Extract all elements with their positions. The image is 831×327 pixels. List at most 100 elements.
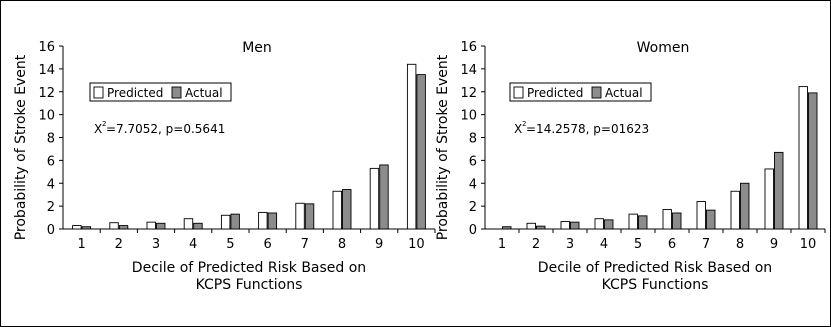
bar-actual-decile-4 (193, 222, 203, 230)
bar-predicted-decile-8 (730, 190, 740, 230)
x-tick-label: 9 (770, 237, 778, 252)
y-axis-label: Probability of Stroke Event (13, 54, 29, 240)
legend-label-actual: Actual (605, 86, 643, 100)
y-tick-label: 2 (47, 200, 55, 215)
bar-predicted-decile-6 (662, 209, 672, 230)
bar-actual-decile-10 (808, 92, 818, 230)
legend-label-predicted: Predicted (527, 86, 583, 100)
y-axis-label: Probability of Stroke Event (435, 54, 451, 240)
bar-predicted-decile-10 (798, 86, 808, 230)
y-tick-label: 10 (460, 109, 477, 124)
bar-predicted-decile-9 (369, 167, 380, 230)
bar-actual-decile-10 (416, 74, 426, 230)
x-axis-label-line-2: KCPS Functions (602, 277, 709, 293)
legend-swatch-actual (171, 86, 182, 99)
stat-annotation: =7.7052, p=0.5641 (106, 122, 225, 136)
bar-predicted-decile-9 (764, 168, 774, 230)
bar-actual-decile-8 (342, 189, 352, 230)
bar-actual-decile-1 (81, 226, 92, 230)
bar-actual-decile-8 (740, 182, 750, 230)
legend-label-predicted: Predicted (107, 86, 163, 100)
bar-actual-decile-3 (156, 222, 166, 230)
y-tick-label: 8 (469, 132, 477, 147)
y-tick-label: 14 (38, 63, 55, 78)
bar-predicted-decile-7 (696, 201, 706, 230)
bar-actual-decile-4 (604, 219, 614, 230)
bar-actual-decile-3 (570, 221, 580, 230)
bar-actual-decile-5 (638, 215, 648, 230)
y-tick-label: 0 (469, 223, 477, 238)
x-tick-label: 4 (600, 237, 608, 252)
y-tick-label: 16 (460, 40, 477, 55)
bar-actual-decile-2 (118, 225, 129, 230)
x-tick-label: 8 (736, 237, 744, 252)
bar-predicted-decile-8 (332, 190, 342, 230)
x-tick-label: 7 (301, 237, 309, 252)
x-tick-label: 6 (263, 237, 271, 252)
bar-actual-decile-7 (304, 203, 315, 230)
x-tick-label: 5 (226, 237, 234, 252)
y-tick-label: 0 (47, 223, 55, 238)
y-tick-label: 4 (47, 177, 55, 192)
bar-predicted-decile-7 (295, 202, 305, 230)
x-tick-label: 8 (338, 237, 346, 252)
bar-predicted-decile-4 (183, 218, 194, 230)
x-tick-label: 4 (189, 237, 197, 252)
y-tick-label: 16 (38, 40, 55, 55)
y-tick-label: 4 (469, 177, 477, 192)
legend-box (509, 82, 652, 102)
x-tick-label: 7 (702, 237, 710, 252)
bar-actual-decile-9 (774, 151, 784, 230)
bar-predicted-decile-4 (594, 218, 604, 230)
x-tick-label: 10 (800, 237, 817, 252)
legend: Predicted Actual (509, 82, 652, 102)
legend-label-actual: Actual (185, 86, 223, 100)
stat-annotation: =14.2578, p=01623 (526, 122, 649, 136)
x-axis-label-line-1: Decile of Predicted Risk Based on (538, 260, 772, 276)
bar-predicted-decile-2 (526, 222, 536, 230)
bar-actual-decile-6 (267, 212, 278, 230)
x-tick-label: 3 (152, 237, 160, 252)
stat-annotation-superscript: 2 (102, 120, 106, 128)
x-axis-label-line-2: KCPS Functions (196, 277, 303, 293)
bar-actual-decile-9 (379, 164, 389, 230)
x-tick-label: 5 (634, 237, 642, 252)
bar-actual-decile-2 (536, 225, 546, 230)
stat-annotation-prefix: X (514, 122, 522, 136)
x-tick-label: 2 (532, 237, 540, 252)
y-tick-label: 2 (469, 200, 477, 215)
x-tick-label: 6 (668, 237, 676, 252)
bar-actual-decile-5 (230, 213, 240, 230)
x-axis-label-line-1: Decile of Predicted Risk Based on (132, 260, 366, 276)
y-tick-label: 12 (38, 86, 55, 101)
chart-title: Men (242, 40, 272, 56)
bar-predicted-decile-1 (72, 225, 82, 230)
bar-predicted-decile-5 (220, 214, 231, 230)
y-tick-label: 14 (460, 63, 477, 78)
stat-annotation-superscript: 2 (522, 120, 526, 128)
bar-predicted-decile-10 (406, 63, 417, 230)
bar-actual-decile-7 (706, 209, 716, 230)
bar-predicted-decile-2 (109, 222, 119, 230)
bar-predicted-decile-3 (560, 221, 570, 230)
bar-predicted-decile-6 (258, 211, 268, 230)
x-tick-label: 1 (77, 237, 85, 252)
chart-title: Women (637, 40, 690, 56)
x-tick-label: 1 (498, 237, 506, 252)
bar-actual-decile-6 (672, 212, 682, 230)
legend-swatch-predicted (513, 86, 524, 99)
bar-actual-decile-1 (502, 226, 512, 230)
bar-predicted-decile-3 (146, 221, 156, 230)
legend-box (89, 82, 232, 102)
stat-annotation-prefix: X (94, 122, 102, 136)
y-tick-label: 6 (469, 154, 477, 169)
x-tick-label: 3 (566, 237, 574, 252)
x-tick-label: 9 (375, 237, 383, 252)
y-tick-label: 12 (460, 86, 477, 101)
x-tick-label: 10 (408, 237, 425, 252)
x-tick-label: 2 (115, 237, 123, 252)
legend-swatch-predicted (93, 86, 104, 99)
